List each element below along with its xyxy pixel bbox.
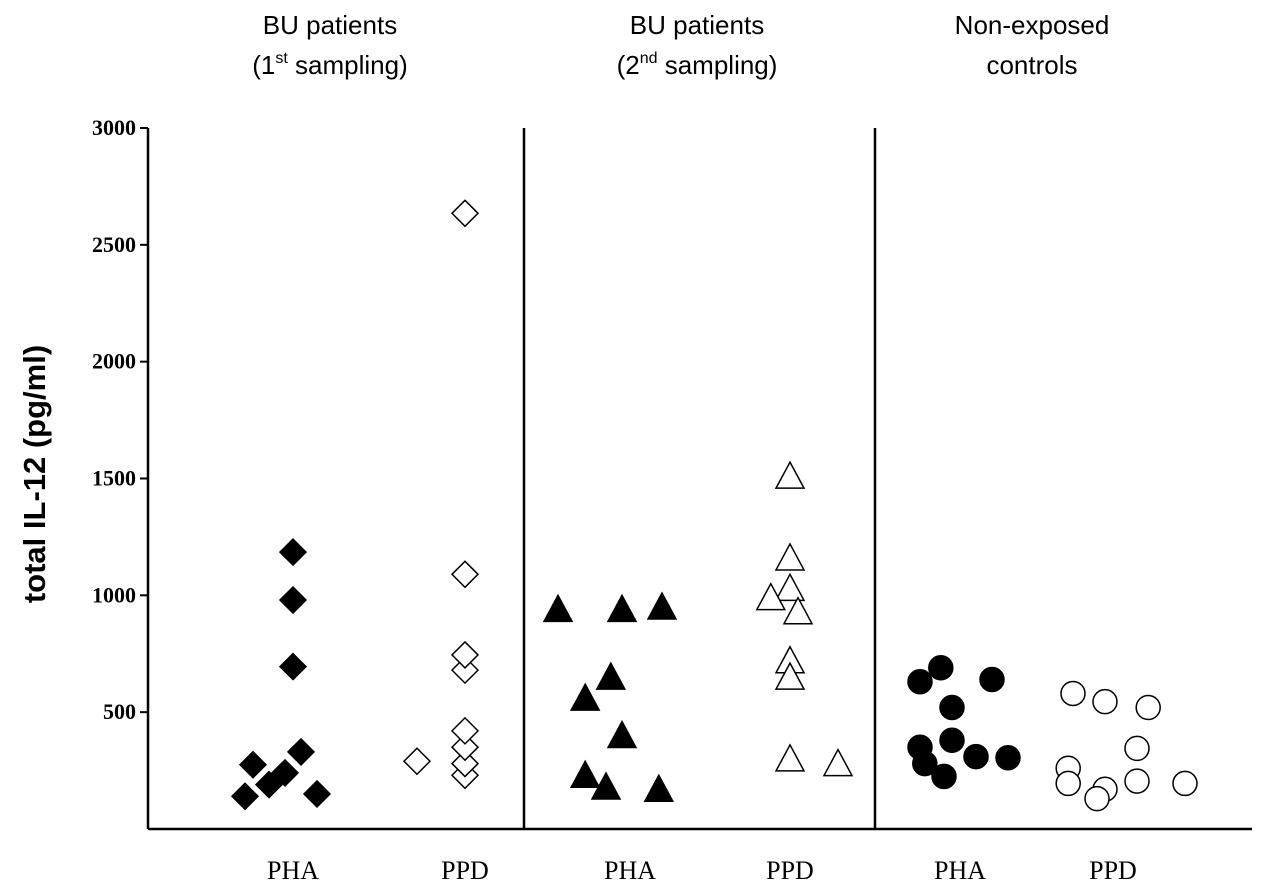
diamond-marker — [450, 199, 480, 228]
circle-marker — [1084, 785, 1110, 812]
circle-marker — [928, 655, 954, 681]
group-title-3-line1: Non-exposed — [955, 10, 1110, 40]
triangle-marker — [774, 743, 806, 772]
circle-marker — [907, 669, 933, 695]
x-tick-label: PPD — [766, 856, 814, 885]
diamond-marker — [278, 585, 308, 615]
triangle-marker — [774, 542, 806, 571]
diamond-marker — [450, 716, 480, 745]
y-tick-label: 500 — [103, 699, 136, 724]
axes — [146, 128, 1252, 831]
y-tick-label: 1000 — [92, 582, 136, 607]
triangle-marker — [782, 596, 814, 625]
circle-marker — [995, 744, 1021, 771]
y-ticks: 500 1000 1500 2000 2500 3000 — [92, 115, 148, 724]
circle-marker — [1124, 735, 1150, 762]
y-tick-label: 2000 — [92, 349, 136, 374]
triangle-marker — [606, 719, 638, 749]
x-tick-label: PHA — [604, 856, 656, 885]
x-tick-labels: PHA PPD PHA PPD PHA PPD — [267, 856, 1137, 885]
group-title-1-line2: (1st sampling) — [252, 50, 408, 80]
diamond-marker — [450, 733, 480, 762]
x-tick-label: PPD — [1089, 856, 1137, 885]
circle-marker — [931, 763, 957, 790]
triangle-marker — [774, 661, 806, 690]
triangle-marker — [542, 593, 574, 623]
circle-marker — [1135, 694, 1161, 721]
diamond-marker — [230, 782, 260, 811]
diamond-marker — [402, 747, 432, 776]
diamond-marker — [286, 737, 316, 766]
triangle-marker — [590, 771, 622, 800]
y-axis-label: total IL-12 (pg/ml) — [17, 345, 52, 603]
triangle-marker — [643, 773, 675, 803]
group-title-3-line2: controls — [986, 50, 1077, 80]
triangle-marker — [646, 591, 678, 620]
circle-marker — [963, 743, 989, 770]
y-tick-label: 1500 — [92, 466, 136, 491]
circle-marker — [1055, 770, 1081, 797]
triangle-marker — [595, 661, 627, 690]
diamond-marker — [270, 758, 300, 787]
circle-marker — [1092, 688, 1118, 715]
triangle-marker — [606, 593, 638, 623]
data-points — [230, 199, 1198, 812]
y-tick-label: 2500 — [92, 232, 136, 257]
circle-marker — [939, 727, 965, 753]
circle-marker — [1172, 770, 1198, 797]
group-title-2-line2: (2nd sampling) — [617, 50, 778, 80]
triangle-marker — [569, 682, 601, 711]
circle-marker — [1124, 768, 1150, 794]
x-tick-label: PHA — [934, 856, 986, 885]
triangle-marker — [755, 582, 787, 611]
y-tick-label: 3000 — [92, 115, 136, 140]
diamond-marker — [238, 750, 268, 779]
circle-marker — [1060, 680, 1086, 707]
diamond-marker — [450, 640, 480, 669]
triangle-marker — [569, 759, 601, 789]
diamond-marker — [278, 538, 308, 567]
diamond-marker — [450, 560, 480, 589]
group-title-1-line1: BU patients — [263, 10, 397, 40]
x-tick-label: PPD — [441, 856, 489, 885]
group-titles: BU patients (1st sampling) BU patients (… — [252, 10, 1109, 80]
diamond-marker — [254, 770, 284, 799]
circle-marker — [979, 666, 1005, 693]
triangle-marker — [774, 572, 806, 602]
circle-marker — [939, 694, 965, 721]
circle-marker — [912, 750, 938, 777]
diamond-marker — [450, 656, 480, 685]
diamond-marker — [278, 652, 308, 681]
triangle-marker — [774, 460, 806, 489]
group-title-2-line1: BU patients — [630, 10, 764, 40]
x-tick-label: PHA — [267, 856, 319, 885]
diamond-marker — [302, 779, 332, 809]
diamond-marker — [450, 749, 480, 778]
triangle-marker — [822, 747, 854, 777]
